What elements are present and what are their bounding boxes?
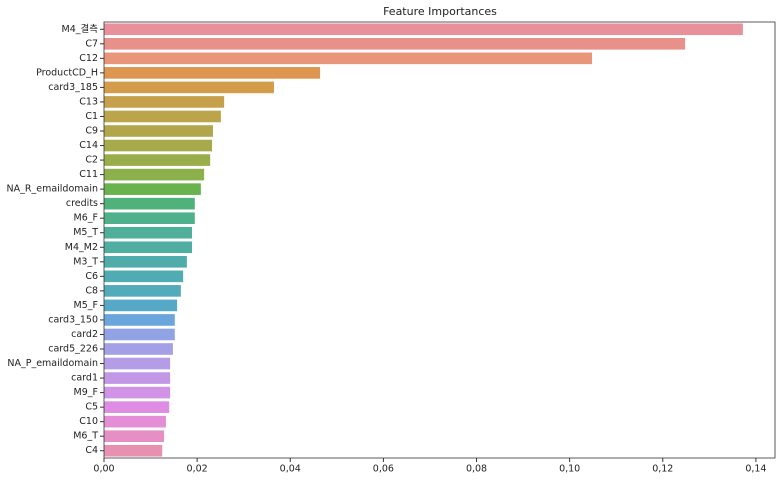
bar: [104, 110, 221, 123]
y-tick-label: M9_F: [74, 387, 98, 398]
bar: [104, 314, 175, 326]
y-tick-label: C11: [79, 169, 98, 180]
bar: [104, 67, 321, 79]
bar: [104, 444, 163, 457]
bar: [104, 226, 193, 239]
y-tick-label: C13: [79, 96, 98, 107]
plot-frame: [103, 21, 776, 459]
y-tick-label: card5_226: [48, 344, 98, 355]
bar: [104, 139, 213, 152]
y-tick-label: C9: [85, 126, 98, 137]
y-tick-label: C2: [85, 155, 98, 166]
y-tick-label: credits: [66, 198, 98, 209]
bar: [104, 212, 195, 225]
y-tick-label: NA_P_emaildomain: [7, 358, 98, 369]
bar: [104, 430, 165, 443]
y-tick-label: C1: [85, 111, 98, 122]
bar: [104, 285, 181, 297]
y-tick-label: NA_R_emaildomain: [7, 184, 98, 195]
y-tick-label: M4_결측: [62, 24, 99, 35]
y-tick-label: M4_M2: [65, 242, 98, 253]
bar: [104, 37, 686, 50]
x-tick-label: 0,06: [373, 464, 394, 475]
bar: [104, 343, 173, 355]
bar: [104, 415, 166, 428]
y-tick-label: C4: [85, 445, 98, 456]
bar: [104, 125, 213, 137]
x-tick-label: 0,00: [93, 464, 114, 475]
y-tick-label: C14: [79, 140, 98, 151]
y-tick-label: card1: [71, 373, 98, 384]
bar: [104, 23, 743, 36]
x-tick-label: 0,02: [187, 464, 208, 475]
bar: [104, 357, 171, 370]
bar: [104, 81, 274, 94]
bar: [104, 52, 592, 65]
y-tick-label: C12: [79, 53, 98, 64]
x-tick-label: 0,14: [745, 464, 766, 475]
bar: [104, 372, 171, 384]
bar: [104, 183, 201, 195]
bar: [104, 96, 225, 108]
bar: [104, 299, 178, 312]
bar: [104, 241, 193, 254]
y-tick-label: M5_T: [73, 227, 98, 238]
y-tick-label: C5: [85, 402, 98, 413]
y-tick-label: card2: [71, 329, 98, 340]
bar: [104, 255, 187, 268]
bar: [104, 386, 171, 399]
y-tick-label: M5_F: [74, 300, 98, 311]
x-tick-label: 0,12: [652, 464, 673, 475]
y-tick-label: C8: [85, 285, 98, 296]
bar: [104, 270, 184, 283]
y-tick-label: M6_F: [74, 213, 98, 224]
y-tick-label: M3_T: [73, 256, 98, 267]
x-tick-label: 0,10: [559, 464, 580, 475]
x-tick-label: 0,04: [280, 464, 301, 475]
chart-title: Feature Importances: [383, 5, 497, 18]
y-tick-label: C7: [85, 38, 98, 49]
y-tick-label: M6_T: [73, 431, 98, 442]
y-tick-label: C6: [85, 271, 98, 282]
bar: [104, 197, 195, 210]
y-tick-label: card3_185: [48, 82, 98, 93]
bar: [104, 328, 175, 341]
x-tick-label: 0,08: [466, 464, 487, 475]
y-tick-label: card3_150: [48, 314, 98, 325]
bar: [104, 401, 170, 413]
y-tick-label: C10: [79, 416, 98, 427]
bar: [104, 154, 211, 166]
bar: [104, 168, 205, 181]
y-tick-label: ProductCD_H: [36, 67, 98, 78]
